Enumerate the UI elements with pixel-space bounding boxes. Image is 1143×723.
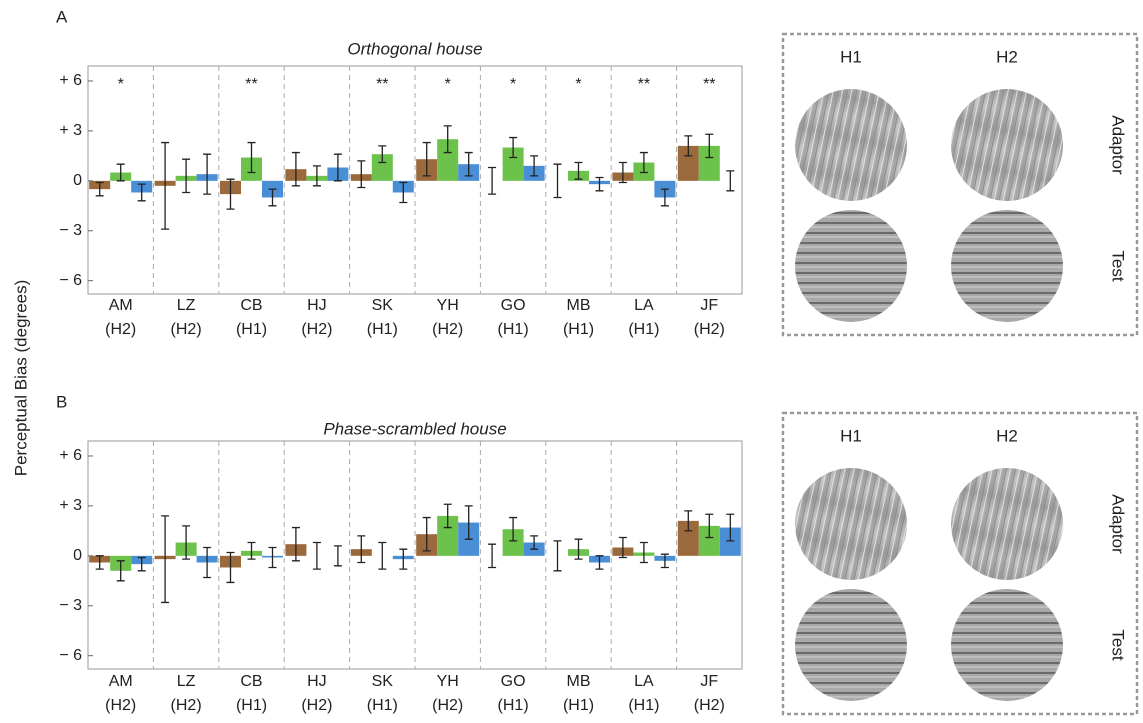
panel-label: A bbox=[56, 7, 68, 26]
chart-title: Orthogonal house bbox=[347, 39, 482, 58]
column-label: H2 bbox=[996, 426, 1018, 445]
x-tick-sublabel: (H2) bbox=[301, 321, 332, 338]
error-bar bbox=[554, 164, 562, 197]
y-tick-label: 0 bbox=[73, 172, 82, 189]
y-tick-label: − 3 bbox=[59, 597, 82, 614]
x-tick-label: HJ bbox=[307, 297, 327, 314]
x-tick-label: MB bbox=[567, 673, 591, 690]
error-bar bbox=[378, 543, 386, 570]
error-bar bbox=[313, 543, 321, 570]
column-label: H2 bbox=[996, 47, 1018, 66]
y-axis-label: Perceptual Bias (degrees) bbox=[11, 280, 30, 477]
x-tick-sublabel: (H2) bbox=[694, 697, 725, 714]
x-tick-sublabel: (H1) bbox=[563, 321, 594, 338]
stimulus-image bbox=[951, 89, 1063, 201]
stimulus-image bbox=[795, 589, 907, 701]
x-tick-label: JF bbox=[700, 297, 718, 314]
x-tick-label: AM bbox=[109, 297, 133, 314]
x-tick-label: YH bbox=[437, 297, 459, 314]
row-label: Adaptor bbox=[1109, 115, 1128, 175]
y-tick-label: − 6 bbox=[59, 272, 82, 289]
x-tick-sublabel: (H2) bbox=[171, 697, 202, 714]
x-tick-sublabel: (H2) bbox=[171, 321, 202, 338]
x-tick-label: AM bbox=[109, 673, 133, 690]
x-tick-label: GO bbox=[501, 673, 526, 690]
x-tick-sublabel: (H2) bbox=[301, 697, 332, 714]
column-label: H1 bbox=[840, 47, 862, 66]
x-tick-sublabel: (H1) bbox=[628, 321, 659, 338]
x-tick-label: LZ bbox=[177, 673, 196, 690]
stimulus-image bbox=[795, 468, 907, 580]
x-tick-sublabel: (H1) bbox=[236, 321, 267, 338]
x-tick-sublabel: (H1) bbox=[236, 697, 267, 714]
significance-mark: * bbox=[575, 76, 581, 93]
column-label: H1 bbox=[840, 426, 862, 445]
x-tick-label: HJ bbox=[307, 673, 327, 690]
x-tick-sublabel: (H2) bbox=[105, 321, 136, 338]
x-tick-label: JF bbox=[700, 673, 718, 690]
x-tick-label: LA bbox=[634, 297, 654, 314]
row-label: Test bbox=[1109, 629, 1128, 660]
x-tick-label: CB bbox=[240, 673, 262, 690]
x-tick-label: GO bbox=[501, 297, 526, 314]
row-label: Adaptor bbox=[1109, 494, 1128, 554]
x-tick-sublabel: (H2) bbox=[432, 321, 463, 338]
significance-mark: ** bbox=[638, 76, 650, 93]
y-tick-label: + 3 bbox=[59, 497, 82, 514]
stimulus-image bbox=[951, 210, 1063, 322]
significance-mark: * bbox=[445, 76, 451, 93]
stimulus-image bbox=[951, 589, 1063, 701]
x-tick-sublabel: (H1) bbox=[628, 697, 659, 714]
significance-mark: ** bbox=[703, 76, 715, 93]
stimulus-image bbox=[795, 89, 907, 201]
error-bar bbox=[334, 546, 342, 566]
x-tick-label: MB bbox=[567, 297, 591, 314]
significance-mark: ** bbox=[245, 76, 257, 93]
error-bar bbox=[488, 544, 496, 567]
x-tick-sublabel: (H1) bbox=[498, 321, 529, 338]
y-tick-label: − 3 bbox=[59, 222, 82, 239]
significance-mark: * bbox=[118, 76, 124, 93]
error-bar bbox=[357, 161, 365, 188]
y-tick-label: 0 bbox=[73, 547, 82, 564]
y-tick-label: + 6 bbox=[59, 72, 82, 89]
x-tick-sublabel: (H1) bbox=[367, 321, 398, 338]
x-tick-sublabel: (H1) bbox=[367, 697, 398, 714]
chart-title: Phase-scrambled house bbox=[323, 419, 506, 438]
y-tick-label: + 6 bbox=[59, 447, 82, 464]
x-tick-label: SK bbox=[372, 297, 394, 314]
y-tick-label: + 3 bbox=[59, 122, 82, 139]
significance-mark: * bbox=[510, 76, 516, 93]
stimulus-image bbox=[951, 468, 1063, 580]
y-tick-label: − 6 bbox=[59, 647, 82, 664]
x-tick-label: YH bbox=[437, 673, 459, 690]
x-tick-sublabel: (H1) bbox=[498, 697, 529, 714]
x-tick-label: LZ bbox=[177, 297, 196, 314]
figure: A B Perceptual Bias (degrees) Orthogonal… bbox=[0, 0, 1143, 723]
error-bar bbox=[726, 171, 734, 191]
x-tick-label: CB bbox=[240, 297, 262, 314]
x-tick-label: SK bbox=[372, 673, 394, 690]
x-tick-sublabel: (H1) bbox=[563, 697, 594, 714]
x-tick-sublabel: (H2) bbox=[432, 697, 463, 714]
error-bar bbox=[203, 154, 211, 194]
x-tick-label: LA bbox=[634, 673, 654, 690]
x-tick-sublabel: (H2) bbox=[105, 697, 136, 714]
x-tick-sublabel: (H2) bbox=[694, 321, 725, 338]
error-bar bbox=[488, 168, 496, 195]
significance-mark: ** bbox=[376, 76, 388, 93]
panel-label: B bbox=[56, 392, 67, 411]
error-bar bbox=[554, 541, 562, 571]
stimulus-image bbox=[795, 210, 907, 322]
row-label: Test bbox=[1109, 250, 1128, 281]
